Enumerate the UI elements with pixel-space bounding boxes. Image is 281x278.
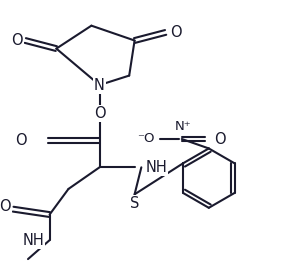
Text: ⁻O: ⁻O (137, 133, 155, 145)
Text: O: O (15, 133, 27, 148)
Text: NH: NH (145, 160, 167, 175)
Text: O: O (214, 131, 226, 147)
Text: N⁺: N⁺ (175, 120, 191, 133)
Text: O: O (171, 25, 182, 40)
Text: N: N (94, 78, 105, 93)
Text: O: O (0, 199, 10, 214)
Text: O: O (94, 106, 105, 121)
Text: O: O (11, 33, 22, 48)
Text: S: S (130, 196, 139, 211)
Text: NH: NH (22, 233, 44, 248)
